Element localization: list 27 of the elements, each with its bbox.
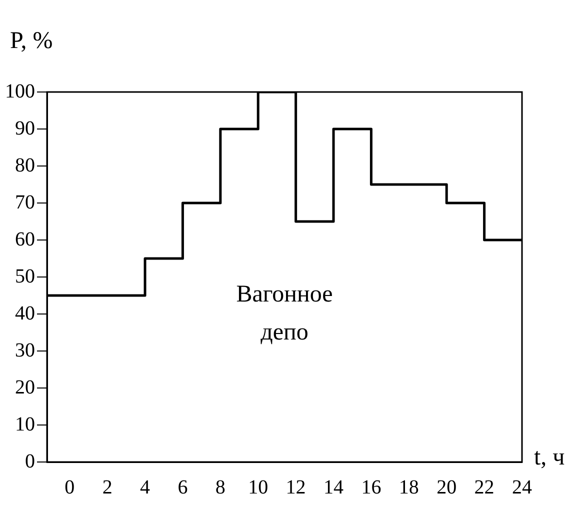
x-tick-label: 12 (286, 476, 306, 498)
x-tick-label: 10 (248, 476, 268, 498)
y-tick-label: 100 (5, 80, 35, 102)
y-tick-label: 0 (25, 450, 35, 472)
annotation: Вагонное депо (236, 281, 333, 346)
x-tick-label: 18 (398, 476, 419, 498)
x-tick-label: 4 (140, 476, 150, 498)
y-tick-label: 60 (15, 228, 35, 250)
y-tick-label: 10 (15, 413, 35, 436)
y-tick-label: 40 (15, 302, 35, 324)
x-tick-label: 20 (436, 476, 457, 498)
x-tick-label: 6 (178, 476, 188, 498)
x-tick-label: 14 (324, 476, 344, 498)
x-tick-label: 0 (64, 476, 75, 498)
y-axis-title: P, % (10, 28, 53, 54)
y-tick-label: 90 (15, 117, 35, 140)
y-tick-label: 80 (15, 154, 35, 176)
y-tick-label: 50 (15, 265, 35, 288)
y-tick-label: 70 (15, 191, 35, 214)
x-tick-label: 22 (474, 476, 494, 498)
x-tick-label: 16 (361, 476, 382, 498)
x-axis-title: t, ч (534, 444, 565, 470)
x-tick-label: 24 (512, 476, 532, 498)
x-tick-label: 8 (215, 476, 226, 498)
y-tick-label: 20 (15, 376, 35, 398)
x-tick-label: 2 (102, 476, 112, 498)
y-tick-label: 30 (15, 339, 35, 362)
